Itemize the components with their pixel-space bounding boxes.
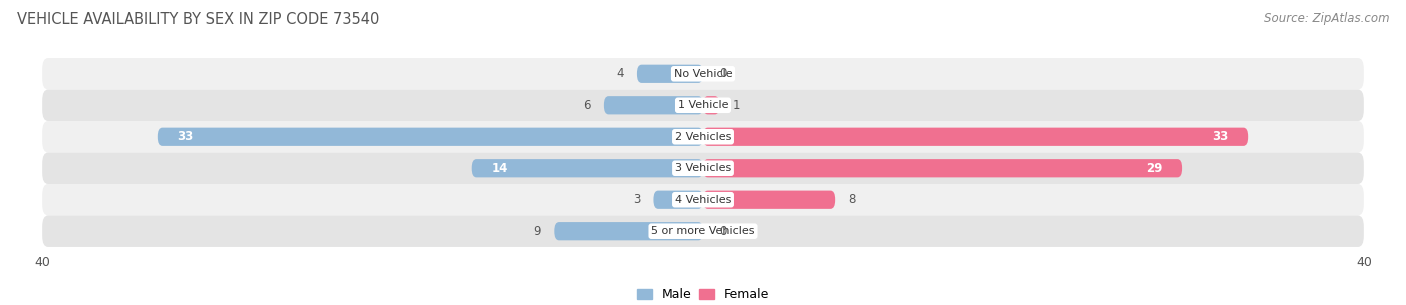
Text: 6: 6 (583, 99, 591, 112)
FancyBboxPatch shape (42, 58, 1364, 90)
FancyBboxPatch shape (554, 222, 703, 240)
FancyBboxPatch shape (605, 96, 703, 114)
Text: 33: 33 (1212, 130, 1229, 143)
FancyBboxPatch shape (42, 90, 1364, 121)
FancyBboxPatch shape (42, 184, 1364, 215)
Text: 4: 4 (616, 67, 624, 80)
Text: 1 Vehicle: 1 Vehicle (678, 100, 728, 110)
Text: 9: 9 (534, 225, 541, 238)
FancyBboxPatch shape (703, 159, 1182, 178)
Text: VEHICLE AVAILABILITY BY SEX IN ZIP CODE 73540: VEHICLE AVAILABILITY BY SEX IN ZIP CODE … (17, 12, 380, 27)
FancyBboxPatch shape (703, 96, 720, 114)
Text: 33: 33 (177, 130, 194, 143)
FancyBboxPatch shape (703, 127, 1249, 146)
Text: 3 Vehicles: 3 Vehicles (675, 163, 731, 173)
Text: 2 Vehicles: 2 Vehicles (675, 132, 731, 142)
Text: 8: 8 (848, 193, 856, 206)
FancyBboxPatch shape (42, 152, 1364, 184)
Text: 0: 0 (720, 67, 727, 80)
Text: 4 Vehicles: 4 Vehicles (675, 195, 731, 205)
Text: 1: 1 (733, 99, 740, 112)
FancyBboxPatch shape (42, 215, 1364, 247)
Legend: Male, Female: Male, Female (631, 283, 775, 305)
Text: 0: 0 (720, 225, 727, 238)
Text: 29: 29 (1146, 162, 1163, 175)
Text: 14: 14 (492, 162, 508, 175)
Text: No Vehicle: No Vehicle (673, 69, 733, 79)
FancyBboxPatch shape (654, 191, 703, 209)
Text: 3: 3 (633, 193, 640, 206)
FancyBboxPatch shape (157, 127, 703, 146)
FancyBboxPatch shape (42, 121, 1364, 152)
Text: 5 or more Vehicles: 5 or more Vehicles (651, 226, 755, 236)
FancyBboxPatch shape (703, 191, 835, 209)
Text: Source: ZipAtlas.com: Source: ZipAtlas.com (1264, 12, 1389, 25)
FancyBboxPatch shape (637, 65, 703, 83)
FancyBboxPatch shape (471, 159, 703, 178)
